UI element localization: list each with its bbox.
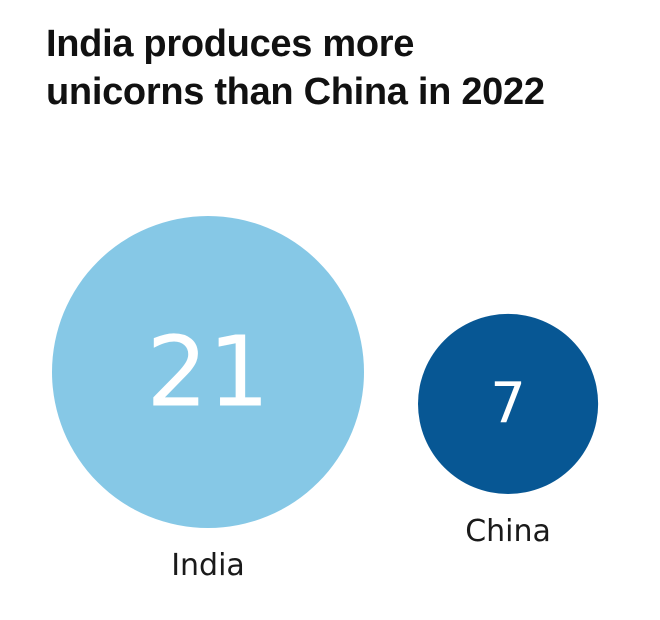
value-label-india: 21 bbox=[146, 316, 269, 429]
bubble-china bbox=[418, 313, 599, 494]
chart-title-line-2: unicorns than China in 2022 bbox=[46, 71, 545, 113]
chart-title: India produces more unicorns than China … bbox=[46, 20, 646, 116]
chart-title-line-1: India produces more bbox=[46, 23, 415, 65]
value-label-china: 7 bbox=[490, 371, 526, 436]
category-label-india: India bbox=[171, 548, 245, 583]
category-label-china: China bbox=[465, 514, 551, 549]
bubble-india bbox=[52, 216, 364, 528]
